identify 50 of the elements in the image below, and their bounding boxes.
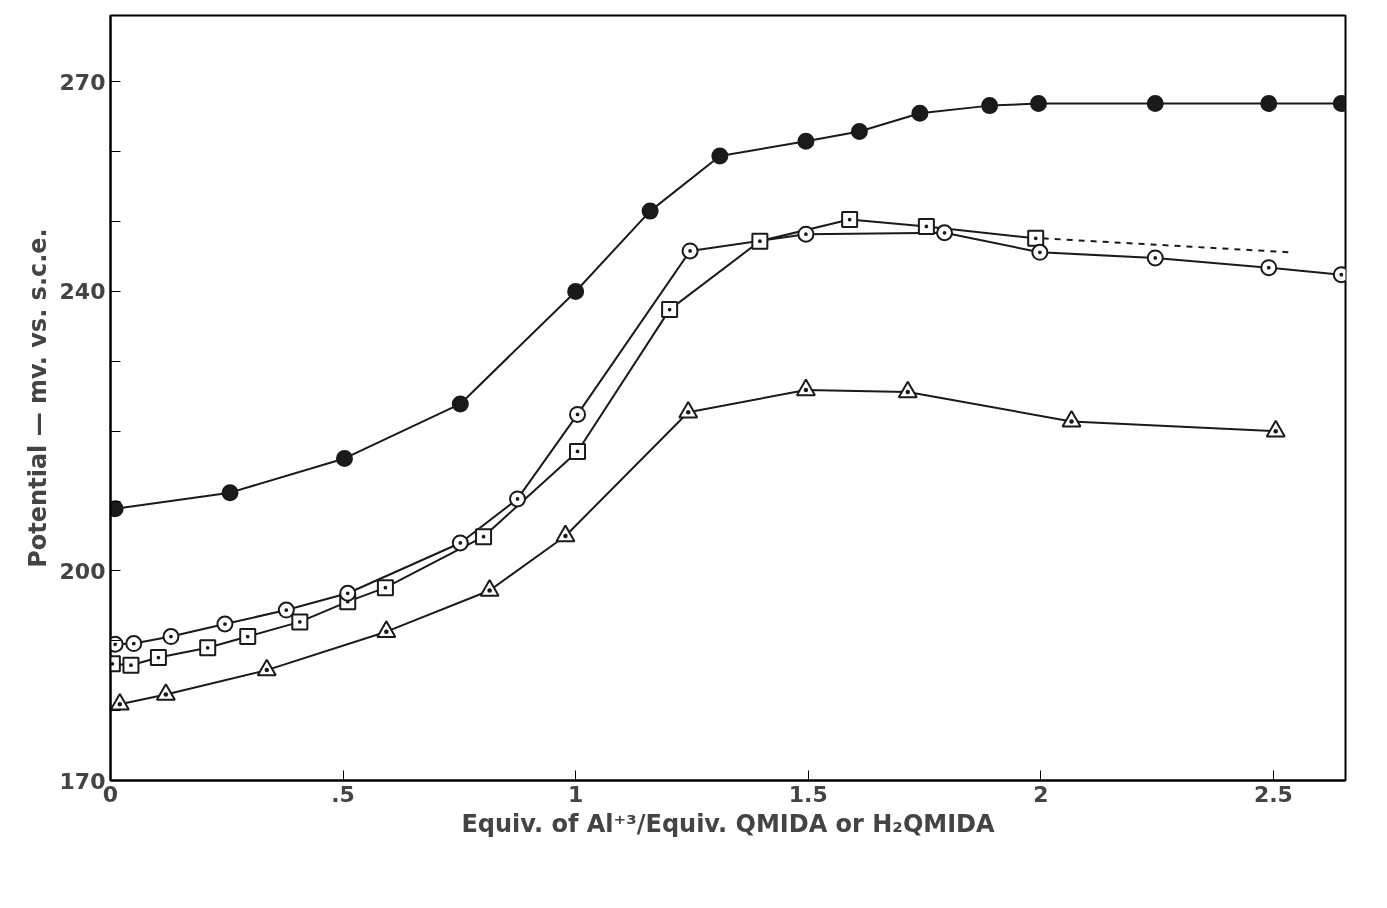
point — [981, 97, 999, 115]
point — [751, 232, 769, 250]
point — [1146, 95, 1164, 113]
point — [567, 282, 585, 300]
point — [917, 217, 935, 235]
point — [681, 242, 699, 260]
point — [1260, 259, 1278, 277]
point — [1146, 249, 1164, 267]
point — [149, 649, 167, 667]
point — [291, 613, 309, 631]
point — [797, 132, 815, 150]
point — [451, 534, 469, 552]
x-tick-label: .5 — [331, 781, 355, 807]
point — [339, 584, 357, 602]
point — [841, 211, 859, 228]
point — [221, 484, 239, 502]
point — [1260, 95, 1278, 113]
y-tick-label: 240 — [59, 279, 106, 305]
point — [216, 615, 234, 633]
point — [335, 449, 353, 467]
point — [661, 301, 679, 319]
point — [239, 628, 257, 646]
point — [162, 628, 180, 646]
point — [936, 224, 954, 242]
x-tick-label: 1.5 — [788, 781, 828, 807]
point — [1029, 95, 1047, 113]
y-tick-label: 270 — [59, 69, 106, 95]
point — [125, 635, 143, 653]
point — [911, 104, 929, 122]
point — [376, 579, 394, 597]
point — [569, 442, 587, 460]
point — [850, 122, 868, 140]
point — [509, 490, 527, 508]
point — [277, 601, 295, 619]
point — [1027, 229, 1045, 247]
x-axis-title: Equiv. of Al⁺³/Equiv. QMIDA or H₂QMIDA — [461, 809, 996, 838]
point — [641, 202, 659, 220]
point — [199, 639, 217, 657]
point — [451, 395, 469, 413]
point — [1031, 243, 1049, 261]
x-tick-label: 1 — [568, 781, 584, 807]
y-axis-title: Potential — mv. vs. s.c.e. — [23, 228, 52, 568]
point — [569, 405, 587, 423]
point — [711, 147, 729, 165]
x-tick-label: 2 — [1033, 781, 1049, 807]
point — [797, 225, 815, 243]
point — [475, 528, 493, 546]
x-tick-label: 2.5 — [1253, 781, 1293, 807]
y-tick-label: 200 — [59, 558, 106, 584]
point — [122, 656, 140, 674]
